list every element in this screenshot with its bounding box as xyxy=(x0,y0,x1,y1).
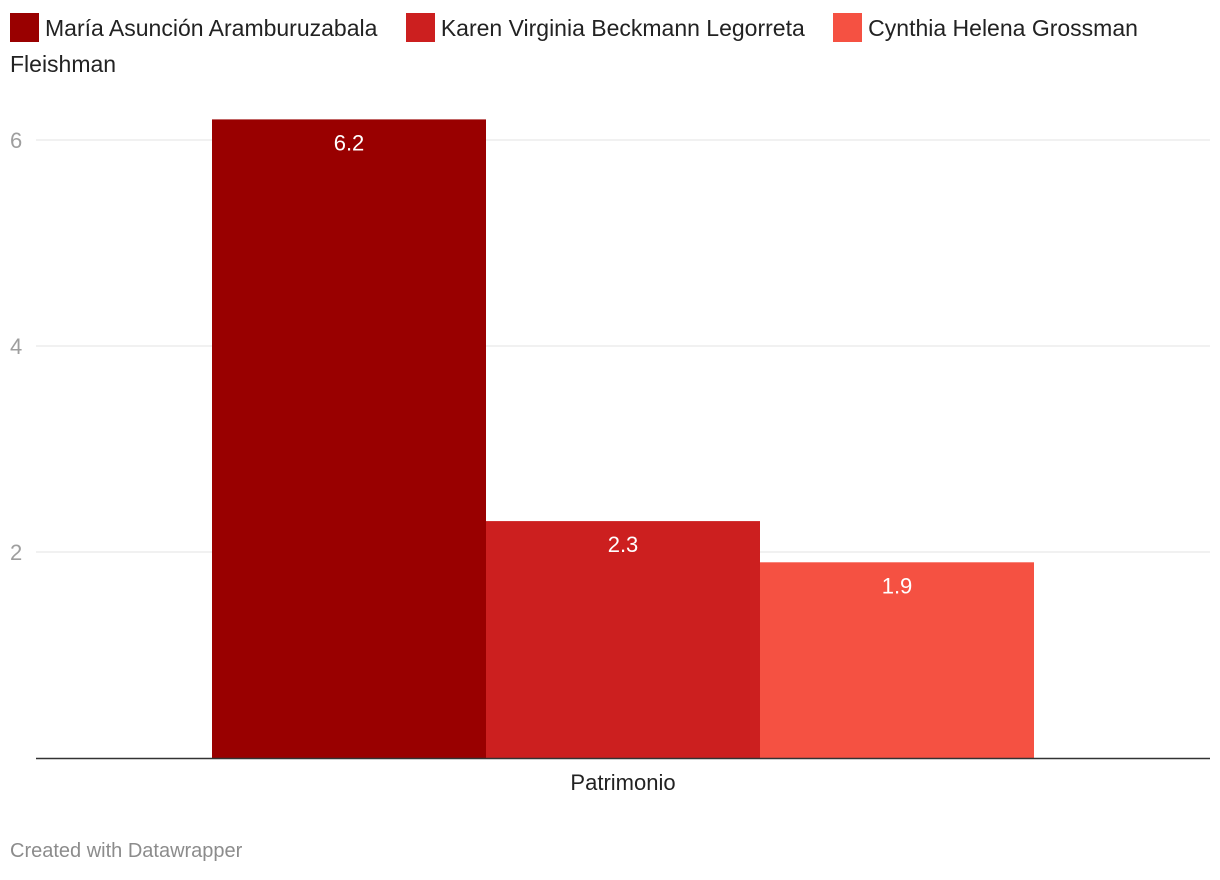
y-tick-label-6: 6 xyxy=(10,128,22,153)
value-label-3: 1.9 xyxy=(882,573,913,598)
legend-swatch-3 xyxy=(833,13,863,42)
legend-item-3: Cynthia Helena Grossman Fleishman xyxy=(10,13,1138,77)
legend-label-1: María Asunción Aramburuzabala xyxy=(45,15,378,41)
value-label-1: 6.2 xyxy=(334,130,365,155)
bar-1 xyxy=(212,119,486,758)
legend-label-2: Karen Virginia Beckmann Legorreta xyxy=(440,15,805,41)
legend-item-1: María Asunción Aramburuzabala xyxy=(10,13,378,42)
bar-2 xyxy=(486,521,760,758)
legend-swatch-2 xyxy=(405,13,435,42)
footer-credit: Created with Datawrapper xyxy=(10,840,243,862)
legend-item-2: Karen Virginia Beckmann Legorreta xyxy=(405,13,805,42)
value-label-2: 2.3 xyxy=(608,532,639,557)
bar-3 xyxy=(760,562,1034,758)
y-tick-label-4: 4 xyxy=(10,334,22,359)
y-tick-label-2: 2 xyxy=(10,540,22,565)
legend-label-3: Cynthia Helena Grossman Fleishman xyxy=(10,15,1138,77)
legend-swatch-1 xyxy=(10,13,39,42)
x-category-label: Patrimonio xyxy=(570,770,675,795)
legend: María Asunción Aramburuzabala Karen Virg… xyxy=(10,10,1200,82)
